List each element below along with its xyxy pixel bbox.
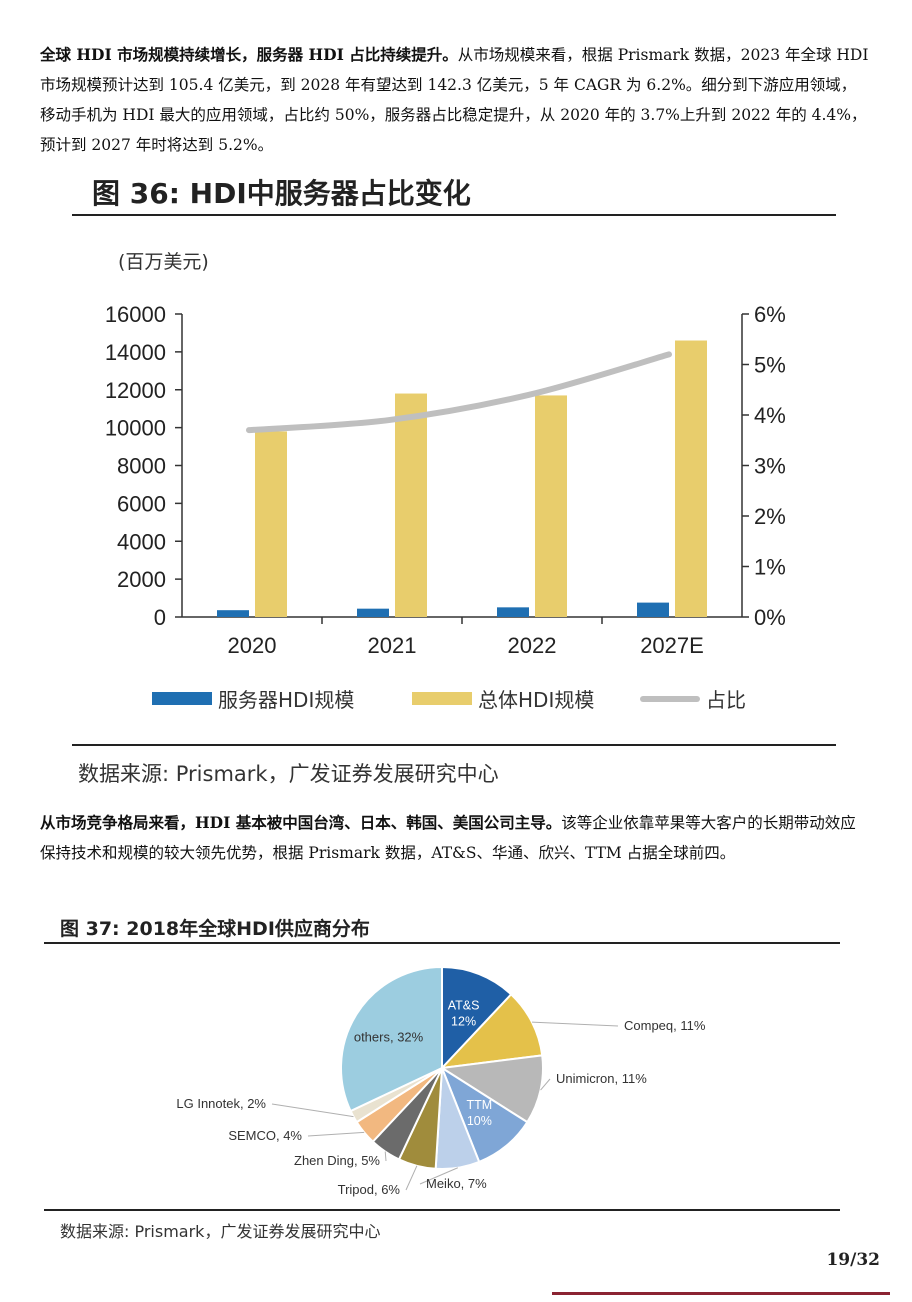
intro-body: 从市场规模来看，根据 Prismark 数据，2023 年全球 HDI 市场规模… xyxy=(40,46,869,154)
bar-server xyxy=(357,608,389,617)
bar-total xyxy=(255,431,287,617)
y-tick-label: 6000 xyxy=(117,491,166,516)
pie-label: Meiko, 7% xyxy=(426,1176,487,1191)
y2-tick-label: 6% xyxy=(754,302,786,327)
chart-legend: 服务器HDI规模 xyxy=(152,684,354,713)
pie-label: Unimicron, 11% xyxy=(556,1071,647,1086)
bar-server xyxy=(217,610,249,617)
footer-rule xyxy=(552,1292,890,1295)
competition-lead: 从市场竞争格局来看，HDI 基本被中国台湾、日本、韩国、美国公司主导。 xyxy=(40,813,562,832)
bar-total xyxy=(395,393,427,617)
y-tick-label: 2000 xyxy=(117,567,166,592)
figure-37-bottom-rule xyxy=(44,1209,840,1211)
legend-swatch-server xyxy=(152,692,212,705)
pie-leader-line xyxy=(531,1021,619,1027)
competition-body: 该等企业依靠苹果等大客户的长期带动效应保持技术和规模的较大领先优势，根据 Pri… xyxy=(40,814,856,862)
x-tick-label: 2022 xyxy=(508,633,557,658)
pie-slice xyxy=(441,965,513,1071)
y-tick-label: 0 xyxy=(154,605,166,630)
pie-label: Zhen Ding, 5% xyxy=(294,1153,380,1168)
y2-tick-label: 3% xyxy=(754,454,786,479)
bar-line-chart: 0 2000 4000 6000 8000 10000 12000 14000 16000 0% 1… xyxy=(105,302,786,658)
pie-slice xyxy=(434,1067,481,1170)
legend-swatch-ratio xyxy=(640,695,700,702)
bar-total xyxy=(535,395,567,617)
figure-37-source: 数据来源: Prismark，广发证券发展研究中心 xyxy=(60,1222,381,1241)
pie-label: LG Innotek, 2% xyxy=(176,1096,266,1111)
pie-leader-line xyxy=(419,1167,458,1185)
y-tick-label: 4000 xyxy=(117,529,166,554)
chart-unit-label: (百万美元) xyxy=(118,251,209,273)
intro-lead: 全球 HDI 市场规模持续增长，服务器 HDI 占比持续提升。 xyxy=(40,45,458,64)
ratio-line xyxy=(246,351,672,434)
y-tick-label: 10000 xyxy=(105,416,166,441)
legend-swatch-total xyxy=(412,692,472,705)
pie-label-value: 10% xyxy=(467,1114,492,1128)
y-tick-label: 12000 xyxy=(105,378,166,403)
intro-paragraph: 全球 HDI 市场规模持续增长，服务器 HDI 占比持续提升。从市场规模来看，根… xyxy=(40,40,870,160)
legend-label-total: 总体HDI规模 xyxy=(478,688,595,712)
pie-leader-line xyxy=(405,1165,418,1191)
pie-label: Compeq, 11% xyxy=(624,1018,706,1033)
y-tick-label: 14000 xyxy=(105,340,166,365)
y2-tick-label: 2% xyxy=(754,504,786,529)
pie-slice xyxy=(397,1067,443,1170)
pie-slice xyxy=(439,1065,529,1164)
figure-36-bottom-rule xyxy=(72,744,836,746)
pie-leader-line xyxy=(384,1151,387,1162)
figure-36-title: 图 36: HDI中服务器占比变化 xyxy=(92,177,471,210)
legend-label-ratio: 占比 xyxy=(706,688,746,712)
figure-36-source: 数据来源: Prismark，广发证券发展研究中心 xyxy=(78,762,499,786)
pie-leader-line xyxy=(540,1078,551,1091)
y-tick-label: 8000 xyxy=(117,454,166,479)
pie-slice xyxy=(439,992,544,1070)
pie-label: AT&S xyxy=(448,999,480,1013)
y2-tick-label: 1% xyxy=(754,555,786,580)
pie-label: Tripod, 6% xyxy=(338,1182,401,1197)
bar-total xyxy=(675,340,707,617)
bar-server xyxy=(497,607,529,617)
pie-label-value: 12% xyxy=(451,1015,476,1029)
pie-slice xyxy=(340,965,443,1113)
x-tick-label: 2027E xyxy=(640,633,704,658)
figure-36-top-rule xyxy=(72,214,836,216)
y2-tick-label: 4% xyxy=(754,403,786,428)
bar-server xyxy=(637,602,669,617)
pie-slice xyxy=(349,1067,443,1124)
y2-tick-label: 0% xyxy=(754,605,786,630)
x-tick-label: 2020 xyxy=(228,633,277,658)
pie-slice xyxy=(355,1067,443,1144)
x-tick-label: 2021 xyxy=(368,633,417,658)
pie-label: TTM xyxy=(466,1098,492,1112)
pie-label: others, 32% xyxy=(354,1030,424,1045)
pie-label: SEMCO, 4% xyxy=(228,1128,302,1143)
legend-label-server: 服务器HDI规模 xyxy=(218,688,355,712)
pie-slice xyxy=(439,1054,544,1124)
figure-37-top-rule xyxy=(44,942,840,944)
pie-leader-line xyxy=(271,1103,354,1118)
pie-slice xyxy=(371,1067,443,1161)
y-tick-label: 16000 xyxy=(105,302,166,327)
y2-tick-label: 5% xyxy=(754,353,786,378)
competition-paragraph: 从市场竞争格局来看，HDI 基本被中国台湾、日本、韩国、美国公司主导。该等企业依… xyxy=(40,808,870,868)
chart-legend-total: 总体HDI规模 xyxy=(412,684,594,713)
pie-leader-line xyxy=(307,1131,365,1137)
chart-legend-ratio: 占比 xyxy=(640,684,746,713)
figure-37-title: 图 37: 2018年全球HDI供应商分布 xyxy=(60,918,370,940)
page-number: 19/32 xyxy=(826,1250,880,1270)
